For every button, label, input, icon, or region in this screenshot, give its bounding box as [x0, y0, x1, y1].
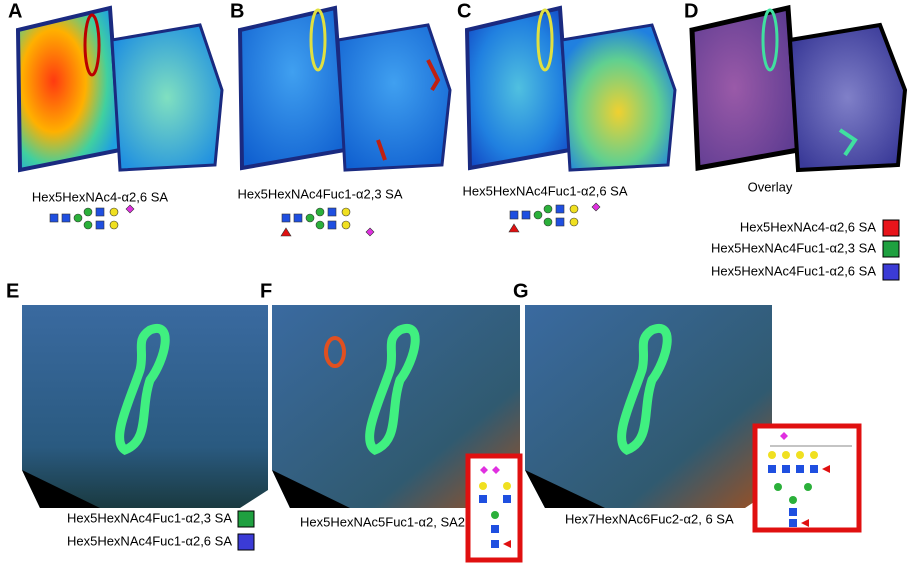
panel-letter: B	[230, 0, 244, 22]
legend-label: Hex5HexNAc4-α2,6 SA	[740, 219, 876, 234]
tissue-image-f	[272, 305, 520, 508]
glycan-c	[508, 202, 601, 233]
tissue-image-e	[22, 305, 268, 508]
tissue-image-g	[525, 305, 772, 508]
glycan-b	[280, 207, 375, 237]
panel-caption: Hex5HexNAc4Fuc1-α2,6 SA	[462, 183, 627, 198]
legend-label: Hex5HexNAc4Fuc1-α2,3 SA	[711, 240, 876, 255]
legend-label: Hex5HexNAc4Fuc1-α2,6 SA	[711, 263, 876, 278]
tissue-image-c	[464, 5, 677, 172]
legend-label: Hex5HexNAc4Fuc1-α2,3 SA	[67, 510, 232, 525]
panel-caption: Hex5HexNAc4-α2,6 SA	[32, 189, 168, 204]
panel-caption: Hex5HexNAc5Fuc1-α2, SA2	[300, 514, 465, 529]
legend-label: Hex5HexNAc4Fuc1-α2,6 SA	[67, 533, 232, 548]
panel-letter: C	[457, 0, 471, 22]
panel-caption: Hex5HexNAc4Fuc1-α2,3 SA	[237, 186, 402, 201]
panel-caption: Overlay	[748, 179, 793, 194]
panel-letter: G	[513, 280, 529, 302]
glycan-a	[49, 204, 135, 230]
panel-letter: E	[6, 280, 19, 302]
panel-caption: Hex7HexNAc6Fuc2-α2, 6 SA	[565, 511, 734, 526]
legend-swatch	[882, 240, 900, 258]
legend-swatch	[882, 219, 900, 237]
panel-letter: F	[260, 280, 272, 302]
tissue-image-b	[237, 5, 452, 172]
legend-swatch	[237, 510, 255, 528]
glycan-box-f	[465, 453, 523, 563]
legend-swatch	[237, 533, 255, 551]
tissue-image-a	[15, 5, 224, 173]
panel-letter: D	[684, 0, 698, 22]
panel-letter: A	[8, 0, 22, 22]
tissue-image-d	[689, 4, 908, 173]
legend-swatch	[882, 263, 900, 281]
glycan-box-g	[752, 423, 862, 533]
